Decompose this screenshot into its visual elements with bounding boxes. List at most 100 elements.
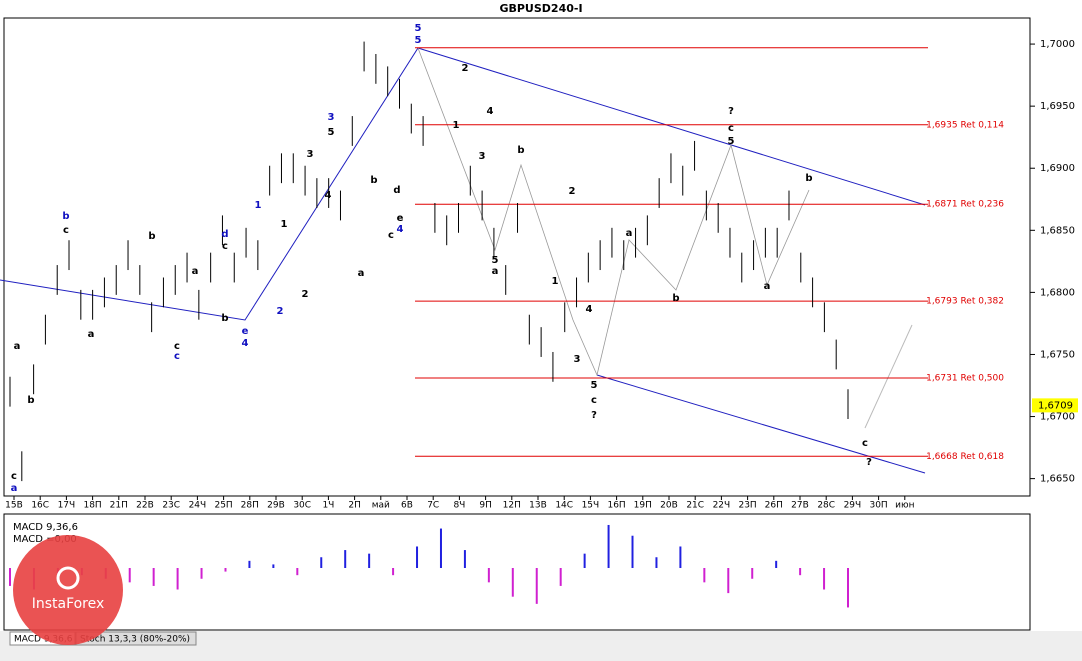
x-tick-label: 22В bbox=[136, 501, 154, 511]
x-tick-label: 16С bbox=[31, 501, 49, 511]
wave-label: a bbox=[764, 281, 771, 292]
level-label: 1,6935 Ret 0,114 bbox=[926, 120, 1004, 130]
level-label: 1,6871 Ret 0,236 bbox=[926, 200, 1004, 210]
x-tick-label: 23П bbox=[738, 501, 756, 511]
wave-label: 5 bbox=[728, 136, 735, 147]
wave-label: 4 bbox=[586, 304, 593, 315]
wave-label: d bbox=[221, 229, 228, 240]
wave-label: 3 bbox=[307, 149, 314, 160]
wave-label: a bbox=[626, 228, 633, 239]
wave-label: 1 bbox=[552, 276, 559, 287]
x-tick-label: 15В bbox=[5, 501, 23, 511]
x-tick-label: 28С bbox=[817, 501, 835, 511]
tab-label[interactable]: Stoch 13,3,3 (80%-20%) bbox=[80, 635, 190, 645]
level-label: 1,6731 Ret 0,500 bbox=[926, 374, 1004, 384]
x-tick-label: 28П bbox=[241, 501, 259, 511]
wave-label: 1 bbox=[255, 200, 262, 211]
wave-label: 5 bbox=[591, 380, 598, 391]
wave-label: 2 bbox=[277, 306, 284, 317]
x-tick-label: 7С bbox=[427, 501, 439, 511]
x-tick-label: 21П bbox=[110, 501, 128, 511]
logo-badge bbox=[13, 535, 123, 645]
x-tick-label: 26П bbox=[765, 501, 783, 511]
x-tick-label: 29Ч bbox=[844, 501, 862, 511]
level-label: 1,6668 Ret 0,618 bbox=[926, 452, 1004, 462]
wave-label: c bbox=[728, 123, 734, 134]
y-tick-label: 1,6850 bbox=[1040, 225, 1075, 236]
wave-label: c bbox=[222, 241, 228, 252]
wave-label: e bbox=[242, 326, 249, 337]
logo-icon bbox=[56, 566, 80, 590]
wave-label: 3 bbox=[574, 354, 581, 365]
x-tick-label: 30П bbox=[869, 501, 887, 511]
x-tick-label: май bbox=[372, 501, 390, 511]
x-tick-label: 14С bbox=[555, 501, 573, 511]
y-tick-label: 1,6900 bbox=[1040, 163, 1075, 174]
wave-label: ? bbox=[866, 457, 872, 468]
last-price-label: 1,6709 bbox=[1038, 400, 1073, 411]
chart-title: GBPUSD240-I bbox=[499, 2, 582, 15]
wave-label: 4 bbox=[487, 106, 494, 117]
y-tick-label: 1,6750 bbox=[1040, 349, 1075, 360]
wave-label: 4 bbox=[325, 190, 332, 201]
macd-label: MACD 9,36,6 bbox=[13, 522, 78, 533]
wave-label: a bbox=[492, 266, 499, 277]
wave-label: d bbox=[393, 185, 400, 196]
x-tick-label: 16П bbox=[607, 501, 625, 511]
wave-label: b bbox=[62, 211, 69, 222]
wave-label: c bbox=[862, 438, 868, 449]
wave-label: 3 bbox=[328, 112, 335, 123]
x-tick-label: 6В bbox=[401, 501, 413, 511]
y-tick-label: 1,6700 bbox=[1040, 412, 1075, 423]
wave-label: a bbox=[358, 268, 365, 279]
wave-label: a bbox=[14, 341, 21, 352]
wave-label: 5 bbox=[415, 35, 422, 46]
wave-label: 3 bbox=[479, 151, 486, 162]
wave-label: a bbox=[11, 483, 18, 494]
y-tick-label: 1,6650 bbox=[1040, 474, 1075, 485]
wave-label: b bbox=[370, 175, 377, 186]
y-tick-label: 1,6800 bbox=[1040, 287, 1075, 298]
x-tick-label: 2П bbox=[348, 501, 361, 511]
wave-label: a bbox=[88, 329, 95, 340]
logo: InstaForex bbox=[13, 535, 123, 645]
x-tick-label: 27В bbox=[791, 501, 809, 511]
x-tick-label: 8Ч bbox=[453, 501, 465, 511]
macd-value: MACD =0,00 bbox=[13, 534, 77, 545]
wave-label: 4 bbox=[397, 224, 404, 235]
x-tick-label: 18П bbox=[83, 501, 101, 511]
tab-label[interactable]: MACD 9,36,6 bbox=[14, 635, 73, 645]
wave-label: c bbox=[174, 341, 180, 352]
macd-panel bbox=[3, 513, 1031, 631]
x-tick-label: 23С bbox=[162, 501, 180, 511]
wave-label: 2 bbox=[569, 186, 576, 197]
x-tick-label: 29В bbox=[267, 501, 285, 511]
logo-text: InstaForex bbox=[32, 596, 105, 612]
wave-label: 4 bbox=[242, 338, 249, 349]
wave-label: 5 bbox=[415, 23, 422, 34]
x-tick-label: 25П bbox=[214, 501, 232, 511]
x-tick-label: 17Ч bbox=[58, 501, 76, 511]
wave-label: 2 bbox=[302, 289, 309, 300]
x-tick-label: 19П bbox=[634, 501, 652, 511]
x-tick-label: 13В bbox=[529, 501, 547, 511]
wave-label: 5 bbox=[328, 127, 335, 138]
x-tick-label: 22Ч bbox=[713, 501, 731, 511]
wave-label: 2 bbox=[462, 63, 469, 74]
wave-label: b bbox=[672, 293, 679, 304]
level-label: 1,6793 Ret 0,382 bbox=[926, 297, 1004, 307]
y-tick-label: 1,6950 bbox=[1040, 101, 1075, 112]
wave-label: b bbox=[148, 231, 155, 242]
last-price-box bbox=[1032, 398, 1078, 413]
x-tick-label: 12П bbox=[503, 501, 521, 511]
x-tick-label: 24Ч bbox=[189, 501, 207, 511]
wave-label: 5 bbox=[492, 255, 499, 266]
wave-label: ? bbox=[728, 106, 734, 117]
wave-label: b bbox=[221, 313, 228, 324]
wave-label: ? bbox=[591, 410, 597, 421]
x-tick-label: 30С bbox=[293, 501, 311, 511]
wave-label: 1 bbox=[281, 219, 288, 230]
wave-label: 1 bbox=[453, 120, 460, 131]
